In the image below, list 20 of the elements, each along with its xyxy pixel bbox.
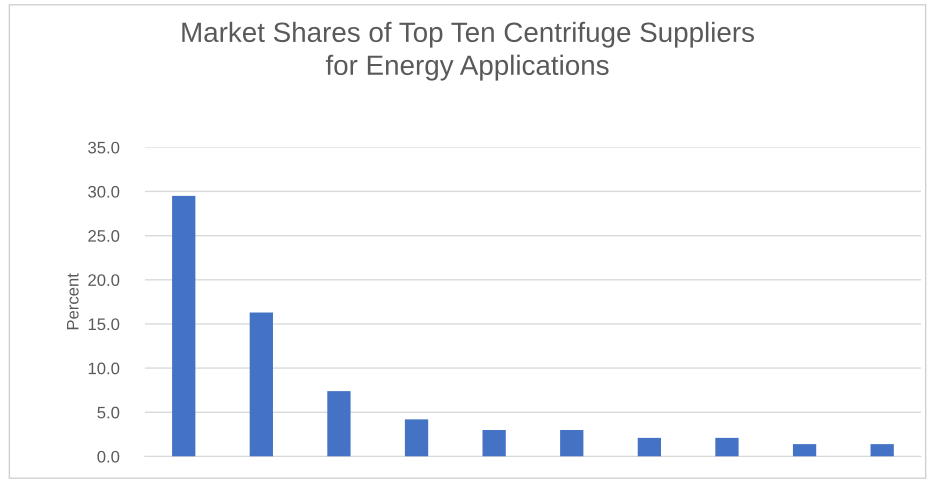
y-tick-label: 25.0 [88, 230, 120, 242]
bar [715, 438, 739, 456]
y-axis-title: Percent [67, 273, 79, 330]
bar [560, 430, 584, 456]
bar [792, 444, 816, 456]
bar [404, 419, 428, 456]
y-tick-label: 20.0 [88, 274, 120, 286]
bar [870, 444, 894, 456]
y-tick-label: 0.0 [97, 450, 120, 463]
bar [482, 430, 506, 456]
bar [250, 312, 273, 456]
y-tick-label: 35.0 [88, 142, 120, 154]
y-tick-label: 10.0 [88, 362, 120, 374]
y-tick-label: 15.0 [88, 318, 120, 330]
y-tick-label: 30.0 [88, 186, 120, 198]
bar [638, 438, 661, 456]
y-tick-label: 5.0 [97, 406, 120, 418]
bar [327, 391, 351, 456]
bar [172, 196, 196, 456]
chart-title: Market Shares of Top Ten Centrifuge Suppliers for Energy Applications [182, 22, 754, 81]
